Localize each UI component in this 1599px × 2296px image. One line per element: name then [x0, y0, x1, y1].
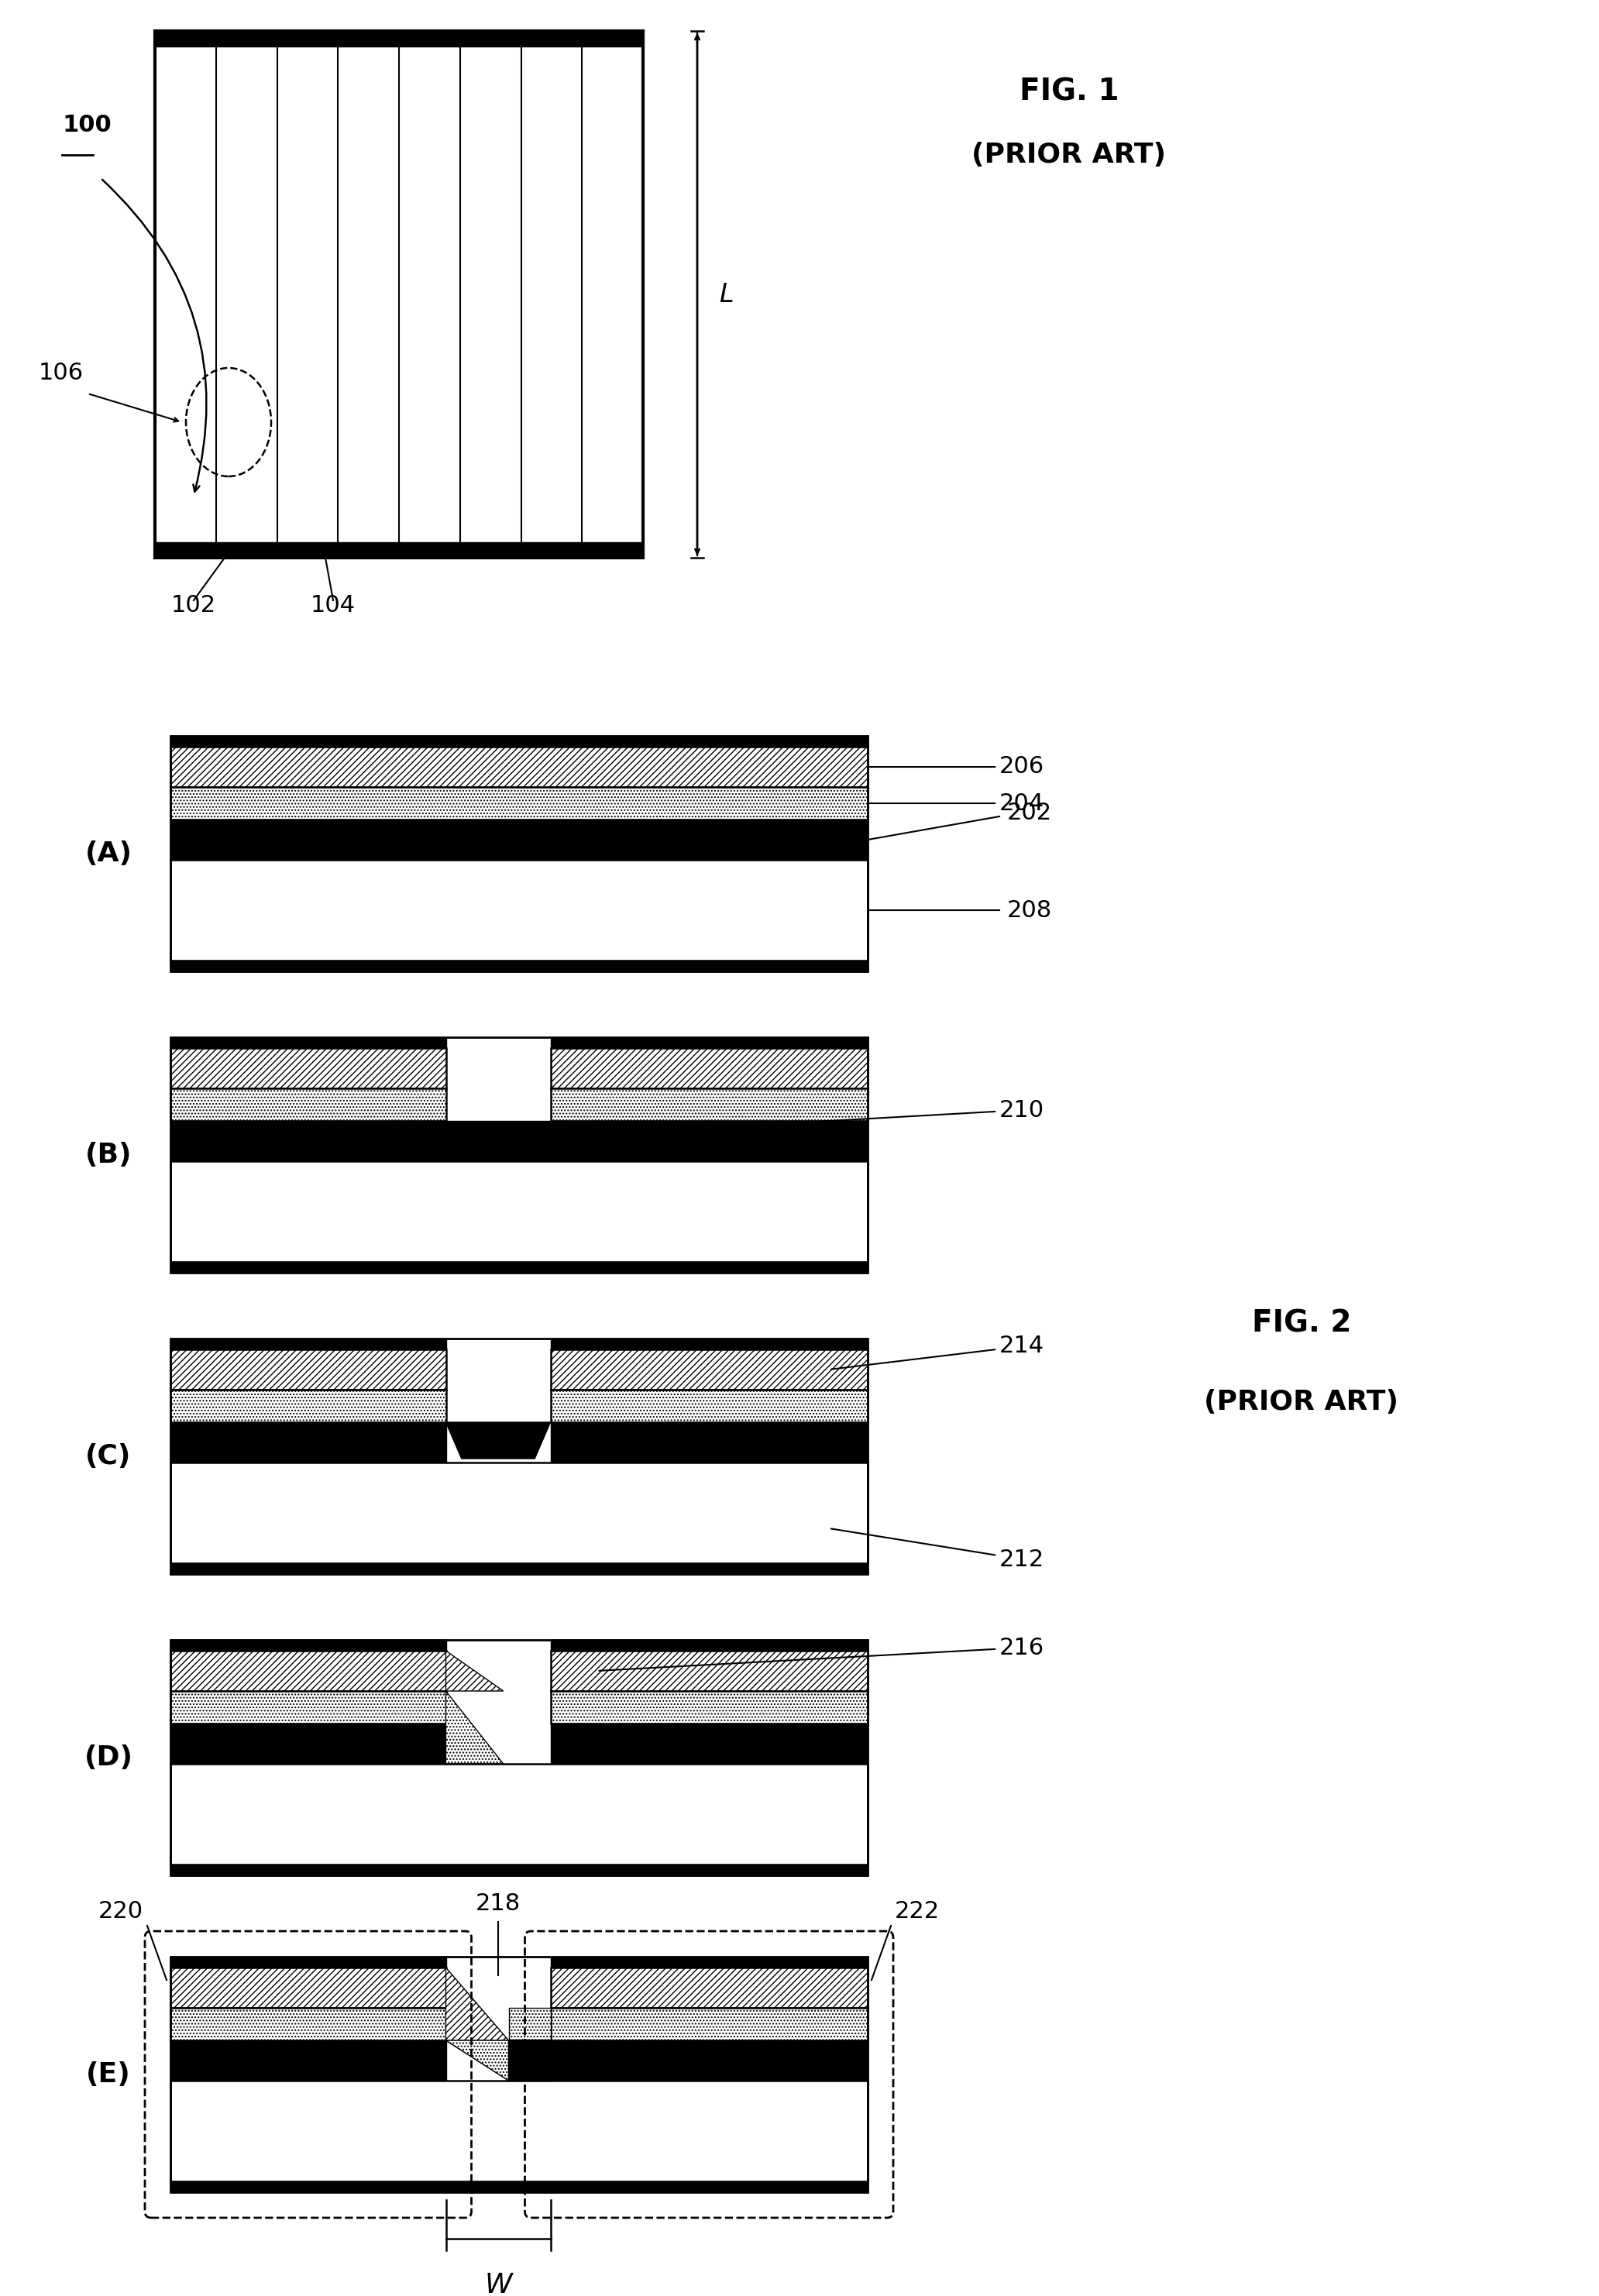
Text: (A): (A) [85, 840, 133, 868]
Text: FIG. 2: FIG. 2 [1252, 1309, 1351, 1339]
Bar [171, 1038, 446, 1047]
Bar [171, 1038, 868, 1272]
Text: L: L [720, 282, 734, 308]
Bar [550, 1692, 868, 1724]
Text: 214: 214 [831, 1334, 1044, 1368]
Bar [171, 2041, 446, 2080]
Text: 220: 220 [98, 1901, 144, 1922]
Bar [171, 1389, 446, 1421]
Bar [550, 2041, 868, 2080]
Bar [171, 859, 868, 960]
Text: FIG. 1: FIG. 1 [1019, 78, 1119, 108]
Bar [171, 746, 868, 788]
Text: 212: 212 [831, 1529, 1044, 1570]
Polygon shape [508, 2007, 550, 2039]
Bar [171, 1350, 446, 1389]
Bar [171, 1047, 446, 1088]
Bar [550, 1421, 868, 1463]
Bar [550, 1968, 868, 2007]
Bar [171, 2007, 446, 2041]
Bar [171, 1162, 868, 1263]
Text: (PRIOR ART): (PRIOR ART) [1204, 1389, 1399, 1414]
Bar [155, 30, 643, 46]
Bar [550, 1956, 868, 1968]
Bar [171, 1463, 868, 1564]
Text: 106: 106 [38, 363, 83, 383]
Bar [550, 1651, 868, 1692]
Bar [171, 1564, 868, 1575]
Bar [171, 1120, 868, 1162]
Bar [171, 820, 868, 859]
Bar [171, 1651, 446, 1692]
Bar [155, 30, 643, 558]
Bar [171, 737, 868, 971]
Polygon shape [446, 1968, 508, 2041]
Bar [171, 1864, 868, 1876]
Bar [550, 1088, 868, 1120]
Bar [155, 542, 643, 558]
Text: 102: 102 [171, 595, 216, 618]
Bar [550, 1639, 868, 1651]
Bar [171, 1968, 446, 2007]
Polygon shape [446, 2041, 550, 2080]
Bar [550, 1339, 868, 1350]
Text: 202: 202 [1007, 801, 1052, 824]
Bar [171, 1724, 446, 1763]
Bar [550, 1038, 868, 1047]
Bar [171, 2181, 868, 2193]
Polygon shape [446, 1651, 504, 1692]
Text: (E): (E) [86, 2062, 131, 2087]
Bar [171, 1763, 868, 1864]
Text: W: W [484, 2273, 512, 2296]
Text: 210: 210 [542, 1100, 1044, 1137]
Bar [171, 1692, 446, 1724]
Bar [171, 1639, 446, 1651]
Text: 208: 208 [1007, 900, 1052, 921]
Bar [550, 2007, 868, 2041]
Bar [550, 1724, 868, 1763]
Polygon shape [446, 1421, 550, 1458]
Text: (PRIOR ART): (PRIOR ART) [972, 142, 1166, 168]
Bar [171, 1263, 868, 1272]
Bar [171, 1339, 868, 1575]
Bar [171, 2080, 868, 2181]
Text: 218: 218 [475, 1892, 521, 1915]
Bar [171, 788, 868, 820]
Bar [550, 1389, 868, 1421]
Bar [171, 960, 868, 971]
Polygon shape [446, 1692, 504, 1763]
Bar [171, 1421, 446, 1463]
Text: 222: 222 [895, 1901, 940, 1922]
Text: 206: 206 [870, 755, 1044, 778]
Text: 204: 204 [870, 792, 1044, 815]
FancyArrowPatch shape [102, 179, 206, 491]
Bar [171, 737, 868, 746]
Bar [171, 1956, 446, 1968]
Bar [171, 1339, 446, 1350]
Text: (C): (C) [85, 1444, 131, 1469]
Text: 216: 216 [600, 1637, 1044, 1671]
Text: (B): (B) [85, 1141, 131, 1169]
Text: 100: 100 [62, 115, 112, 135]
Bar [171, 1639, 868, 1876]
Text: 104: 104 [310, 595, 355, 618]
Text: (D): (D) [85, 1745, 133, 1770]
Bar [550, 1047, 868, 1088]
Bar [171, 1088, 446, 1120]
Bar [550, 1350, 868, 1389]
Bar [171, 1956, 868, 2193]
Polygon shape [446, 2041, 508, 2080]
